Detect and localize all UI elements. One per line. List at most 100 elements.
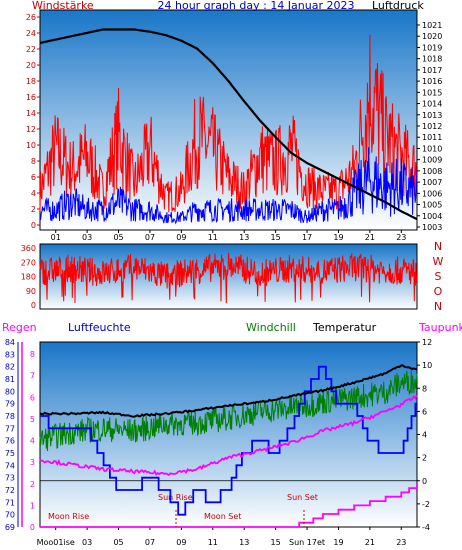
rain-tick-label: 6 bbox=[30, 393, 35, 402]
rain-tick-label: 4 bbox=[30, 437, 35, 446]
bottom-x-tick-label: 11 bbox=[208, 538, 218, 547]
top-x-tick-label: 17 bbox=[302, 233, 312, 242]
top-panel: Windstärke 24 hour graph day : 14 Januar… bbox=[26, 0, 443, 242]
humidity-tick-label: 74 bbox=[5, 461, 15, 470]
bottom-panel: Regen Luftfeuchte Windchill Temperatur T… bbox=[2, 321, 462, 547]
moon-set-annotation: Moon Set bbox=[204, 512, 241, 521]
compass-label: O bbox=[434, 285, 443, 298]
top-series-layer bbox=[39, 28, 418, 225]
humidity-tick-label: 73 bbox=[5, 474, 15, 483]
bottom-x-tick-label: 13 bbox=[239, 538, 249, 547]
temperature-tick-label: 12 bbox=[422, 338, 432, 347]
wind-direction-line bbox=[39, 252, 418, 304]
humidity-tick-label: 82 bbox=[5, 363, 15, 372]
top-right-tick-label: 1020 bbox=[422, 32, 442, 41]
rain-tick-label: 1 bbox=[30, 501, 35, 510]
compass-label: W bbox=[433, 255, 444, 268]
mid-left-axis: 360 270 180 90 0 bbox=[21, 244, 36, 310]
top-left-tick-label: 4 bbox=[31, 189, 36, 198]
top-x-tick-label: 23 bbox=[396, 233, 406, 242]
top-x-tick-label: 13 bbox=[239, 233, 249, 242]
top-left-tick-label: 8 bbox=[31, 157, 36, 166]
mid-series-layer bbox=[39, 252, 418, 304]
bottom-x-tick-label: 23 bbox=[396, 538, 406, 547]
humidity-series-line bbox=[40, 365, 417, 516]
top-left-tick-label: 14 bbox=[26, 109, 36, 118]
sun-rise-annotation: Sun Rise bbox=[158, 493, 193, 502]
top-right-tick-label: 1003 bbox=[422, 223, 442, 232]
temperature-tick-label: -2 bbox=[422, 500, 430, 509]
bottom-x-tick-label: 15 bbox=[271, 538, 281, 547]
humidity-tick-label: 70 bbox=[5, 511, 15, 520]
bottom-x-tick-label: 07 bbox=[145, 538, 155, 547]
top-right-tick-label: 1012 bbox=[422, 122, 442, 131]
top-right-tick-label: 1017 bbox=[422, 66, 442, 75]
top-right-tick-label: 1011 bbox=[422, 133, 442, 142]
top-left-tick-label: 12 bbox=[26, 125, 36, 134]
temperature-label: Temperatur bbox=[312, 321, 377, 334]
top-right-tick-label: 1006 bbox=[422, 189, 442, 198]
moon-rise-annotation: Moon Rise bbox=[48, 512, 89, 521]
top-right-label: Luftdruck bbox=[372, 0, 424, 12]
temperature-tick-label: 2 bbox=[422, 454, 427, 463]
humidity-tick-label: 83 bbox=[5, 350, 15, 359]
rain-label: Regen bbox=[2, 321, 37, 334]
bottom-plot-area bbox=[39, 341, 418, 528]
top-x-tick-label: 21 bbox=[365, 233, 375, 242]
mid-left-tick-label: 360 bbox=[21, 244, 36, 253]
rain-tick-label: 3 bbox=[30, 458, 35, 467]
top-left-tick-label: 6 bbox=[31, 173, 36, 182]
humidity-axis: 84 83 82 81 80 79 78 77 76 75 74 73 72 71 70 69 bbox=[5, 338, 19, 532]
humidity-tick-label: 72 bbox=[5, 486, 15, 495]
humidity-tick-label: 76 bbox=[5, 437, 15, 446]
top-left-tick-label: 0 bbox=[31, 221, 36, 230]
mid-left-tick-label: 90 bbox=[26, 287, 36, 296]
bottom-x-tick-label: 19 bbox=[333, 538, 343, 547]
humidity-tick-label: 77 bbox=[5, 424, 15, 433]
pressure-series-line bbox=[39, 28, 418, 221]
temperature-axis: 12 10 8 6 4 2 0 -2 -4 bbox=[417, 338, 432, 532]
rain-tick-label: 8 bbox=[30, 350, 35, 359]
windchill-series-line bbox=[39, 370, 418, 452]
rain-tick-label: 0 bbox=[30, 523, 35, 532]
humidity-tick-label: 71 bbox=[5, 498, 15, 507]
top-left-tick-label: 24 bbox=[26, 29, 36, 38]
compass-label: N bbox=[434, 300, 442, 313]
rain-tick-label: 2 bbox=[30, 480, 35, 489]
top-right-tick-label: 1021 bbox=[422, 21, 442, 30]
top-left-tick-label: 2 bbox=[31, 205, 36, 214]
bottom-x-tick-label: 03 bbox=[82, 538, 92, 547]
humidity-tick-label: 84 bbox=[5, 338, 15, 347]
top-right-tick-label: 1009 bbox=[422, 156, 442, 165]
top-title: 24 hour graph day : 14 Januar 2023 bbox=[158, 0, 355, 12]
top-x-tick-label: 09 bbox=[176, 233, 186, 242]
top-right-tick-label: 1015 bbox=[422, 88, 442, 97]
top-x-tick-label: 15 bbox=[271, 233, 281, 242]
top-left-tick-label: 26 bbox=[26, 13, 36, 22]
humidity-tick-label: 79 bbox=[5, 400, 15, 409]
top-x-tick-label: 03 bbox=[82, 233, 92, 242]
humidity-tick-label: 78 bbox=[5, 412, 15, 421]
top-right-tick-label: 1010 bbox=[422, 144, 442, 153]
windchill-label: Windchill bbox=[246, 321, 296, 334]
temperature-tick-label: 6 bbox=[422, 407, 427, 416]
humidity-tick-label: 75 bbox=[5, 449, 15, 458]
temperature-tick-label: 10 bbox=[422, 361, 432, 370]
top-left-tick-label: 22 bbox=[26, 45, 36, 54]
humidity-label: Luftfeuchte bbox=[68, 321, 131, 334]
mid-left-tick-label: 180 bbox=[21, 273, 36, 282]
temperature-tick-label: 4 bbox=[422, 431, 427, 440]
top-left-tick-label: 16 bbox=[26, 93, 36, 102]
top-right-tick-label: 1005 bbox=[422, 201, 442, 210]
top-x-axis: 01 03 05 07 09 11 13 15 17 19 21 23 bbox=[51, 230, 406, 242]
top-x-tick-label: 01 bbox=[51, 233, 61, 242]
top-x-tick-label: 19 bbox=[333, 233, 343, 242]
top-right-tick-label: 1014 bbox=[422, 100, 442, 109]
top-left-tick-label: 10 bbox=[26, 141, 36, 150]
top-right-tick-label: 1013 bbox=[422, 111, 442, 120]
humidity-tick-label: 80 bbox=[5, 387, 15, 396]
